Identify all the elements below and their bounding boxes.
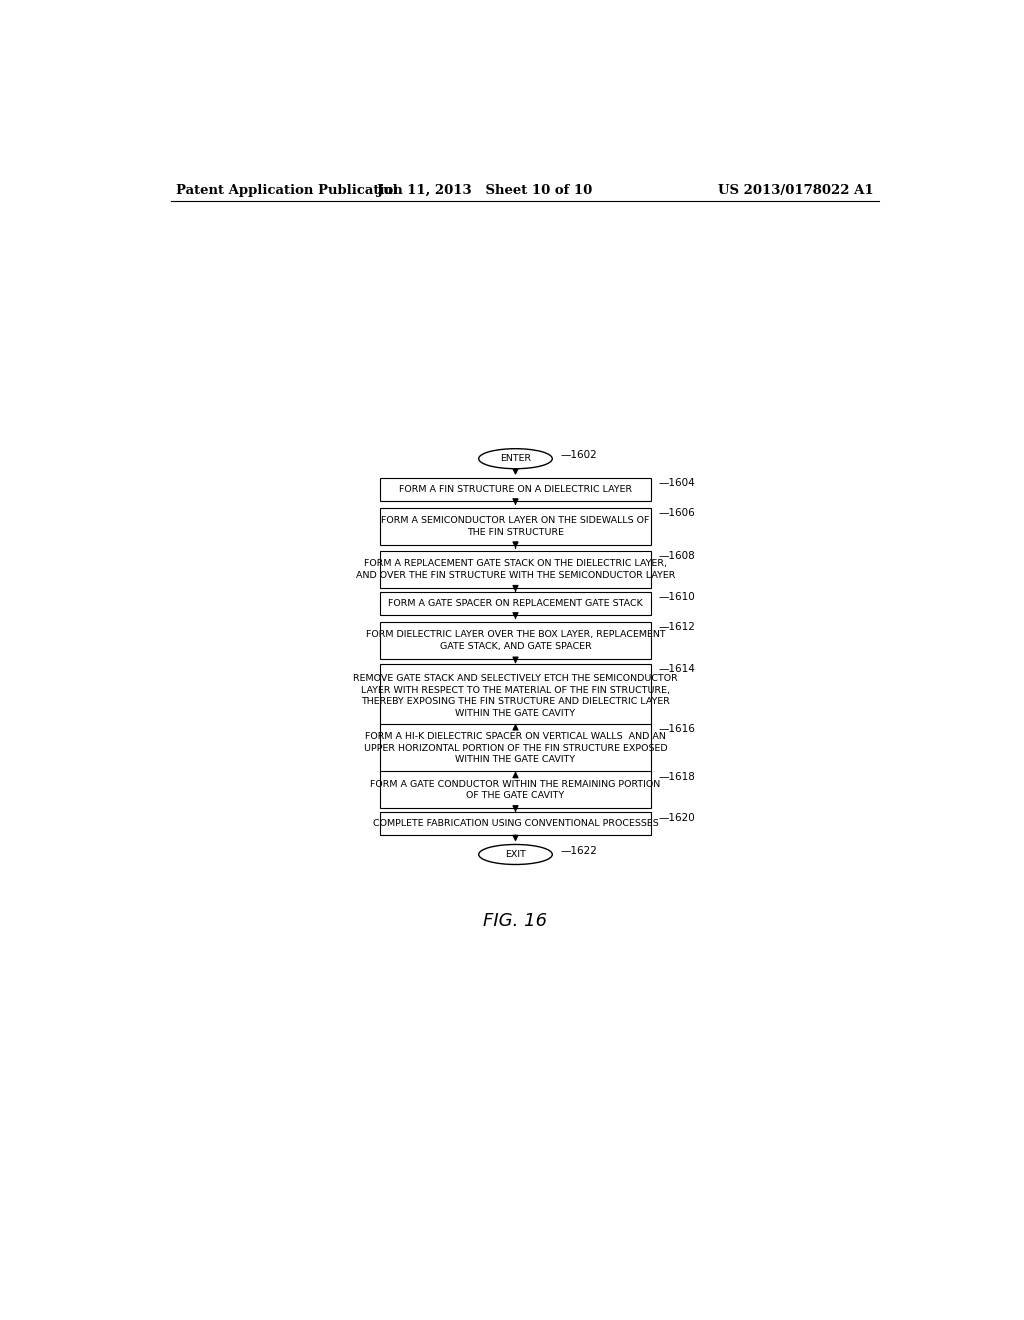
Text: FIG. 16: FIG. 16 (483, 912, 548, 929)
Text: —1612: —1612 (658, 622, 695, 632)
Text: FORM A HI-K DIELECTRIC SPACER ON VERTICAL WALLS  AND AN
UPPER HORIZONTAL PORTION: FORM A HI-K DIELECTRIC SPACER ON VERTICA… (364, 733, 668, 764)
Text: FORM DIELECTRIC LAYER OVER THE BOX LAYER, REPLACEMENT
GATE STACK, AND GATE SPACE: FORM DIELECTRIC LAYER OVER THE BOX LAYER… (366, 630, 666, 651)
Ellipse shape (478, 845, 552, 865)
Text: COMPLETE FABRICATION USING CONVENTIONAL PROCESSES: COMPLETE FABRICATION USING CONVENTIONAL … (373, 820, 658, 828)
Text: FORM A REPLACEMENT GATE STACK ON THE DIELECTRIC LAYER,
AND OVER THE FIN STRUCTUR: FORM A REPLACEMENT GATE STACK ON THE DIE… (355, 560, 675, 579)
Text: Jul. 11, 2013   Sheet 10 of 10: Jul. 11, 2013 Sheet 10 of 10 (377, 185, 592, 197)
FancyBboxPatch shape (380, 771, 651, 808)
FancyBboxPatch shape (380, 622, 651, 659)
FancyBboxPatch shape (380, 591, 651, 615)
Text: FORM A GATE SPACER ON REPLACEMENT GATE STACK: FORM A GATE SPACER ON REPLACEMENT GATE S… (388, 599, 643, 609)
Text: EXIT: EXIT (505, 850, 526, 859)
Text: Patent Application Publication: Patent Application Publication (176, 185, 402, 197)
Text: FORM A FIN STRUCTURE ON A DIELECTRIC LAYER: FORM A FIN STRUCTURE ON A DIELECTRIC LAY… (399, 484, 632, 494)
Text: —1614: —1614 (658, 664, 695, 675)
FancyBboxPatch shape (380, 478, 651, 502)
Text: FORM A SEMICONDUCTOR LAYER ON THE SIDEWALLS OF
THE FIN STRUCTURE: FORM A SEMICONDUCTOR LAYER ON THE SIDEWA… (381, 516, 649, 537)
Text: —1608: —1608 (658, 552, 695, 561)
Text: —1622: —1622 (560, 846, 597, 855)
Text: —1616: —1616 (658, 723, 695, 734)
FancyBboxPatch shape (380, 508, 651, 545)
Text: —1610: —1610 (658, 593, 695, 602)
FancyBboxPatch shape (380, 664, 651, 729)
Ellipse shape (478, 449, 552, 469)
Text: —1620: —1620 (658, 813, 695, 822)
Text: —1618: —1618 (658, 772, 695, 781)
FancyBboxPatch shape (380, 723, 651, 774)
Text: US 2013/0178022 A1: US 2013/0178022 A1 (718, 185, 873, 197)
Text: —1604: —1604 (658, 478, 695, 488)
FancyBboxPatch shape (380, 552, 651, 589)
FancyBboxPatch shape (380, 812, 651, 836)
Text: REMOVE GATE STACK AND SELECTIVELY ETCH THE SEMICONDUCTOR
LAYER WITH RESPECT TO T: REMOVE GATE STACK AND SELECTIVELY ETCH T… (353, 675, 678, 718)
Text: FORM A GATE CONDUCTOR WITHIN THE REMAINING PORTION
OF THE GATE CAVITY: FORM A GATE CONDUCTOR WITHIN THE REMAINI… (371, 780, 660, 800)
Text: ENTER: ENTER (500, 454, 531, 463)
Text: —1602: —1602 (560, 450, 597, 459)
Text: —1606: —1606 (658, 508, 695, 519)
